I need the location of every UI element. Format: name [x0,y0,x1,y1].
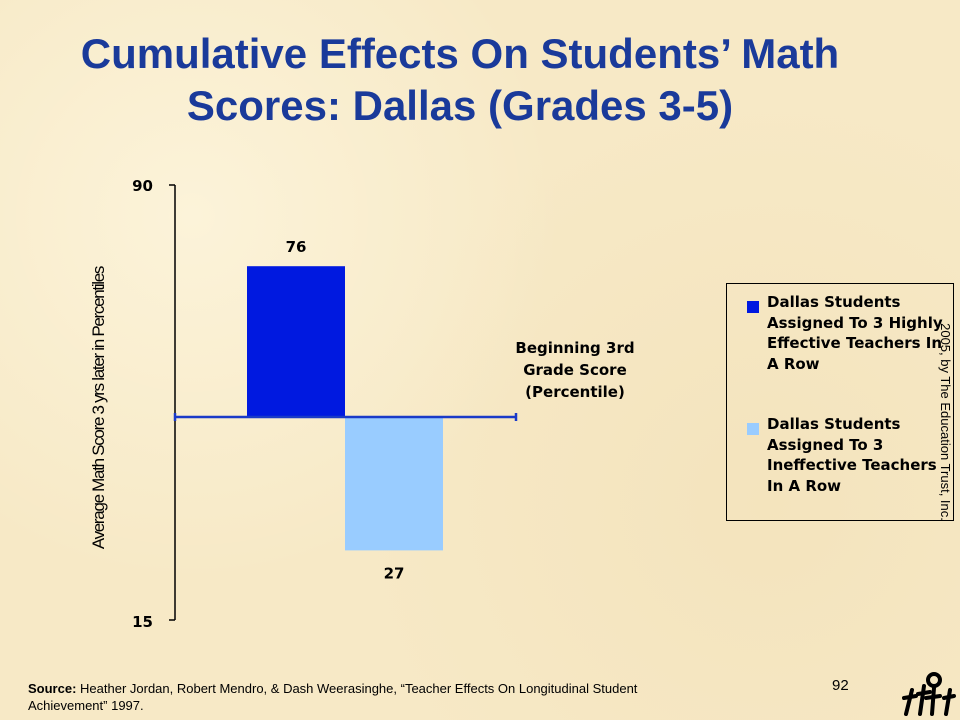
y-tick-label-max: 90 [132,177,153,195]
chart-legend: Dallas Students Assigned To 3 Highly Eff… [726,283,954,521]
legend-swatch-effective [747,301,759,313]
page-number: 92 [832,677,849,694]
baseline-annotation: Beginning 3rd Grade Score (Percentile) [515,339,635,401]
bar-effective [247,266,345,417]
legend-swatch-ineffective [747,423,759,435]
source-label: Source: [28,681,77,696]
source-text: Heather Jordan, Robert Mendro, & Dash We… [28,681,638,713]
bar-value-label-effective: 76 [286,238,307,256]
y-axis-label: Average Math Score 3 yrs later in Percen… [89,266,108,550]
slide-title: Cumulative Effects On Students’ Math Sco… [0,28,920,132]
bar-value-label-ineffective: 27 [384,564,405,582]
slide-title-line2: Scores: Dallas (Grades 3-5) [186,82,734,129]
legend-label-ineffective: Dallas Students Assigned To 3 Ineffectiv… [767,415,937,495]
education-trust-logo-icon [902,672,956,716]
source-citation: Source: Heather Jordan, Robert Mendro, &… [28,680,648,714]
y-tick-label-min: 15 [132,613,153,631]
copyright-notice: 2005, by The Education Trust, Inc. [938,323,953,521]
bar-ineffective [345,417,443,551]
legend-label-effective: Dallas Students Assigned To 3 Highly Eff… [767,293,943,373]
slide-title-line1: Cumulative Effects On Students’ Math [80,30,840,77]
